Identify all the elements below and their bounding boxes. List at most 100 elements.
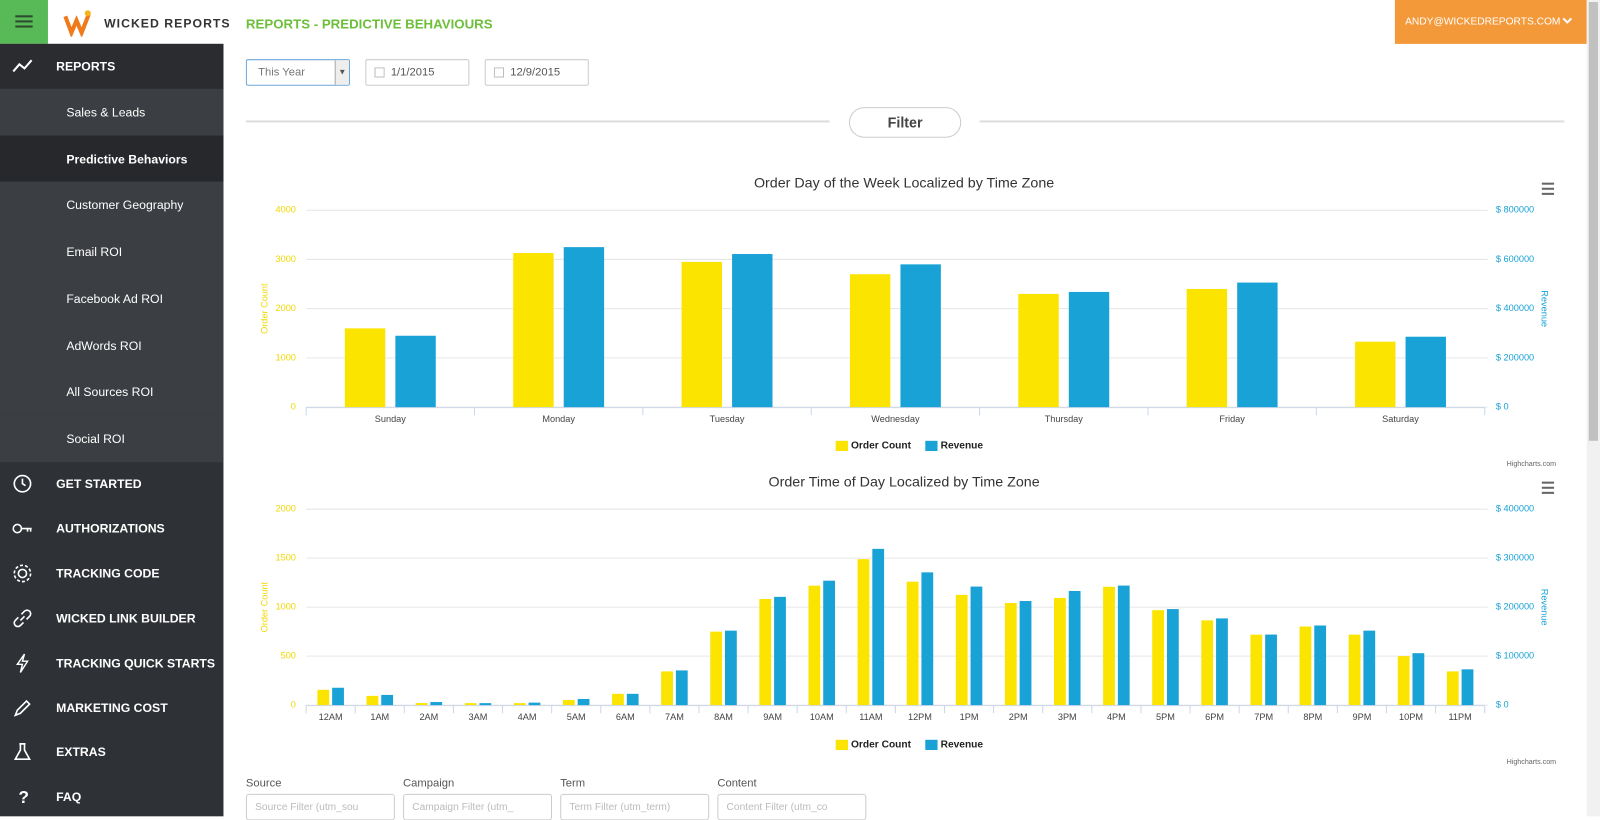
y2-tick-label: $ 400000 — [1496, 504, 1534, 514]
range-select[interactable]: This Year ▼ — [245, 59, 350, 86]
bar — [464, 703, 477, 706]
filter-input[interactable]: Source Filter (utm_sou — [245, 793, 395, 820]
nav-item[interactable]: GET STARTED — [0, 461, 223, 506]
bar — [1004, 603, 1017, 706]
filter-input[interactable]: Campaign Filter (utm_ — [403, 793, 553, 820]
filter-label: Term — [560, 777, 586, 790]
nav-item[interactable]: EXTRAS — [0, 730, 223, 775]
bar — [1019, 601, 1032, 706]
nav-label: Social ROI — [66, 431, 125, 446]
x-tick-label: 2PM — [1009, 712, 1028, 722]
user-menu[interactable]: ANDY@WICKEDREPORTS.COM — [1394, 0, 1587, 44]
date-value: 1/1/2015 — [390, 66, 435, 79]
start-date[interactable]: 1/1/2015 — [365, 59, 470, 86]
legend-label: Order Count — [851, 441, 912, 452]
nav-subitem[interactable]: Social ROI — [0, 415, 224, 463]
bar — [1237, 282, 1278, 408]
x-tick-label: 7PM — [1254, 712, 1273, 722]
nav-item[interactable]: MARKETING COST — [0, 685, 223, 730]
nav-label: MARKETING COST — [56, 700, 168, 715]
nav-subitem[interactable]: Predictive Behaviors — [0, 135, 224, 183]
export-menu-icon — [1541, 182, 1555, 185]
bar — [1068, 291, 1110, 408]
y-tick-label: 2000 — [276, 303, 296, 313]
y2-axis-title: Revenue — [1539, 589, 1549, 626]
x-tick-label: Sunday — [375, 414, 407, 424]
x-tick-label: 6PM — [1205, 712, 1224, 722]
x-tick-label: 9PM — [1352, 712, 1371, 722]
chart: Order Day of the Week Localized by Time … — [260, 175, 1557, 468]
export-menu-icon — [1541, 486, 1555, 489]
bar — [332, 687, 344, 706]
x-tick-label: 8PM — [1303, 712, 1322, 722]
export-menu-icon — [1541, 187, 1555, 190]
legend-swatch — [835, 440, 848, 452]
filter-button[interactable]: Filter — [848, 107, 962, 138]
x-tick-label: 4PM — [1107, 712, 1126, 722]
scrollbar[interactable] — [1586, 0, 1600, 817]
bar — [675, 670, 688, 706]
bar — [872, 548, 885, 706]
bar — [1201, 620, 1214, 706]
x-tick-label: 7AM — [665, 712, 684, 722]
nav-subitem[interactable]: Sales & Leads — [0, 88, 224, 136]
bar — [513, 703, 526, 706]
bar — [430, 702, 443, 706]
bar — [317, 689, 330, 706]
y2-tick-label: $ 400000 — [1496, 303, 1534, 313]
select-arrow: ▼ — [334, 60, 349, 85]
scroll-thumb[interactable] — [1588, 2, 1598, 441]
chart: Order Time of Day Localized by Time Zone… — [260, 474, 1556, 766]
bar — [849, 274, 891, 408]
bar — [1152, 610, 1165, 706]
menu-toggle[interactable] — [0, 0, 48, 44]
x-tick-label: Friday — [1219, 414, 1245, 424]
nav-subitem[interactable]: AdWords ROI — [0, 321, 224, 369]
legend-label: Revenue — [941, 441, 984, 452]
nav-label: REPORTS — [56, 59, 116, 74]
y-axis-title: Order Count — [260, 283, 270, 334]
filter-input[interactable]: Content Filter (utm_co — [717, 793, 867, 820]
chart-title: Order Day of the Week Localized by Time … — [754, 175, 1054, 191]
y2-tick-label: $ 200000 — [1496, 352, 1534, 362]
nav-subitem[interactable]: Facebook Ad ROI — [0, 275, 224, 323]
legend-swatch — [925, 739, 938, 750]
bar — [1363, 630, 1376, 706]
nav-item[interactable]: ? FAQ — [0, 775, 223, 820]
nav-section[interactable]: REPORTS — [0, 43, 224, 89]
nav-item[interactable]: AUTHORIZATIONS — [0, 506, 223, 551]
bar — [1405, 336, 1446, 408]
bar — [808, 585, 821, 706]
filter-input[interactable]: Term Filter (utm_term) — [560, 793, 710, 820]
legend-swatch — [925, 440, 938, 452]
bar — [1068, 590, 1081, 706]
nav-item[interactable]: TRACKING QUICK STARTS — [0, 640, 223, 685]
calendar-icon — [374, 67, 385, 78]
export-menu-icon — [1541, 481, 1555, 484]
bar — [970, 586, 983, 706]
nav-subitem[interactable]: Customer Geography — [0, 182, 224, 229]
x-tick-label: 11PM — [1448, 712, 1471, 722]
y2-tick-label: $ 100000 — [1496, 651, 1534, 661]
x-tick-label: Monday — [542, 414, 575, 424]
nav-label: TRACKING CODE — [56, 566, 160, 581]
bar — [528, 702, 541, 706]
nav-label: AUTHORIZATIONS — [56, 521, 165, 536]
bar — [681, 261, 722, 408]
x-tick-label: Saturday — [1382, 414, 1419, 424]
nav-item[interactable]: WICKED LINK BUILDER — [0, 596, 223, 641]
x-tick-label: 11AM — [859, 712, 882, 722]
bar — [1461, 669, 1474, 706]
filter-placeholder: Content Filter (utm_co — [726, 801, 828, 813]
bar — [612, 693, 624, 706]
nav-subitem[interactable]: Email ROI — [0, 228, 224, 276]
end-date[interactable]: 12/9/2015 — [484, 59, 589, 86]
bar — [415, 703, 428, 706]
y2-tick-label: $ 300000 — [1496, 553, 1534, 563]
nav-item[interactable]: TRACKING CODE — [0, 551, 223, 596]
nav-subitem[interactable]: All Sources ROI — [0, 368, 224, 416]
bar — [955, 594, 968, 706]
credits: Highcharts.com — [1507, 460, 1557, 468]
y2-tick-label: $ 200000 — [1496, 602, 1534, 612]
